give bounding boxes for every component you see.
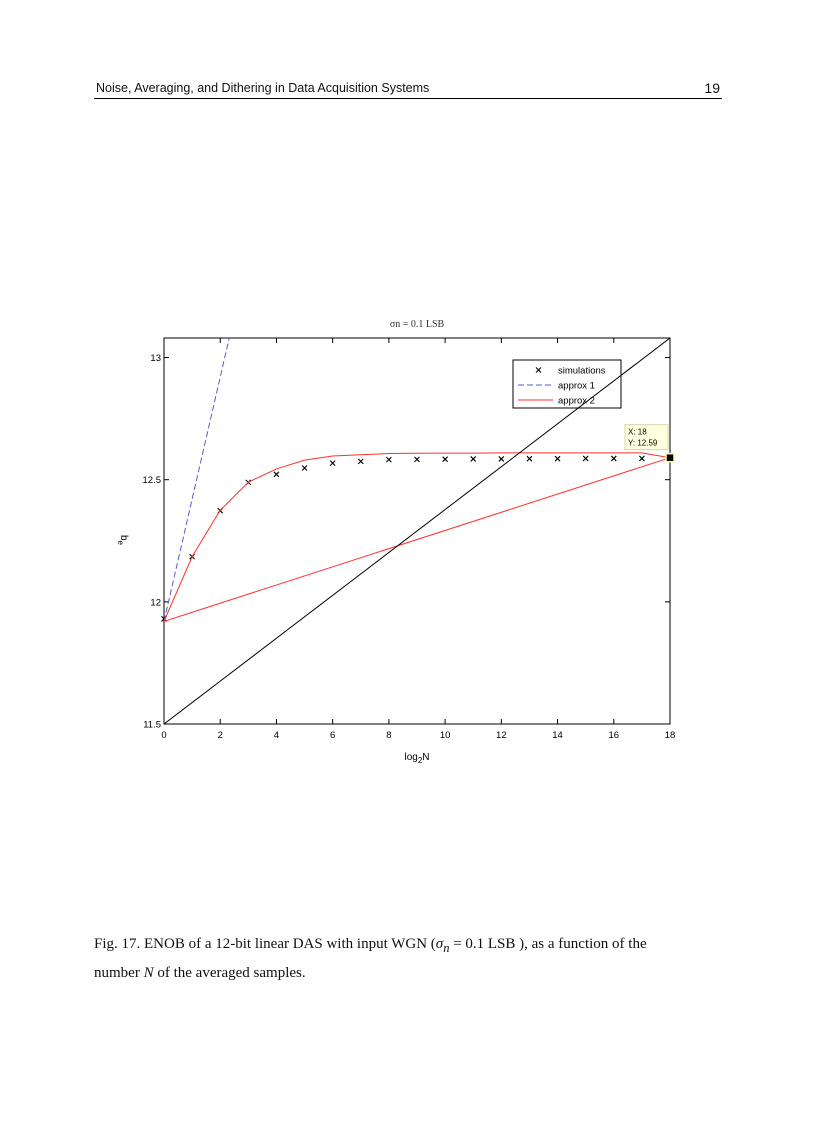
x-axis-label: log2N (404, 752, 429, 765)
x-tick-label: 10 (440, 730, 451, 741)
legend-marker-simulations (535, 367, 542, 373)
y-tick-label: 12.5 (143, 475, 162, 486)
y-tick-label: 12 (150, 597, 161, 608)
simulation-point (526, 455, 533, 462)
caption-text: Fig. 17. ENOB of a 12-bit linear DAS wit… (94, 936, 436, 952)
datatip-box (624, 424, 669, 451)
x-tick-label: 18 (665, 730, 676, 741)
caption-text: of the averaged samples. (153, 965, 306, 981)
simulation-point (470, 456, 477, 462)
x-tick-label: 2 (218, 730, 223, 741)
x-tick-label: 0 (161, 730, 166, 741)
series-approx-1-line (164, 338, 230, 622)
simulation-point (639, 455, 645, 462)
x-tick-label: 12 (496, 730, 507, 741)
caption-n: N (143, 965, 154, 981)
chart-title: σn = 0.1 LSB (390, 319, 445, 330)
simulation-point (273, 471, 280, 478)
legend-label: approx 2 (558, 396, 595, 407)
figure-caption: Fig. 17. ENOB of a 12-bit linear DAS wit… (94, 932, 724, 986)
caption-text: = 0.1 LSB ), as a function of the (449, 936, 647, 952)
caption-sigma-sub: n (443, 941, 450, 955)
simulation-point (554, 455, 561, 462)
x-tick-label: 6 (330, 730, 335, 741)
x-tick-label: 8 (386, 730, 391, 741)
reference-line-over-legend (577, 374, 621, 408)
caption-sigma: σ (435, 936, 444, 952)
simulation-point (386, 456, 392, 463)
x-tick-label: 16 (608, 730, 619, 741)
x-tick-label: 4 (274, 730, 279, 741)
legend-label: simulations (558, 366, 606, 377)
y-tick-label: 11.5 (143, 720, 161, 731)
simulation-point (498, 456, 505, 462)
legend-label: approx 1 (558, 381, 595, 392)
y-tick-label: 13 (150, 353, 161, 364)
series-approx-2-line (164, 452, 670, 622)
simulation-point (301, 465, 308, 471)
simulation-point (329, 460, 336, 466)
caption-text: number (94, 965, 144, 981)
page-number: 19 (704, 80, 720, 96)
simulation-point (357, 458, 364, 465)
simulation-point (582, 455, 589, 462)
x-tick-label: 14 (552, 730, 563, 741)
simulation-point (610, 455, 617, 462)
datatip-y: Y: 12.59 (628, 439, 658, 448)
datatip-x: X: 18 (628, 428, 647, 437)
datatip-marker (665, 452, 675, 463)
simulation-point (442, 456, 448, 463)
header-title: Noise, Averaging, and Dithering in Data … (96, 81, 430, 95)
simulation-point (414, 456, 420, 463)
y-axis-label: be (116, 535, 129, 546)
running-header: Noise, Averaging, and Dithering in Data … (94, 80, 722, 99)
